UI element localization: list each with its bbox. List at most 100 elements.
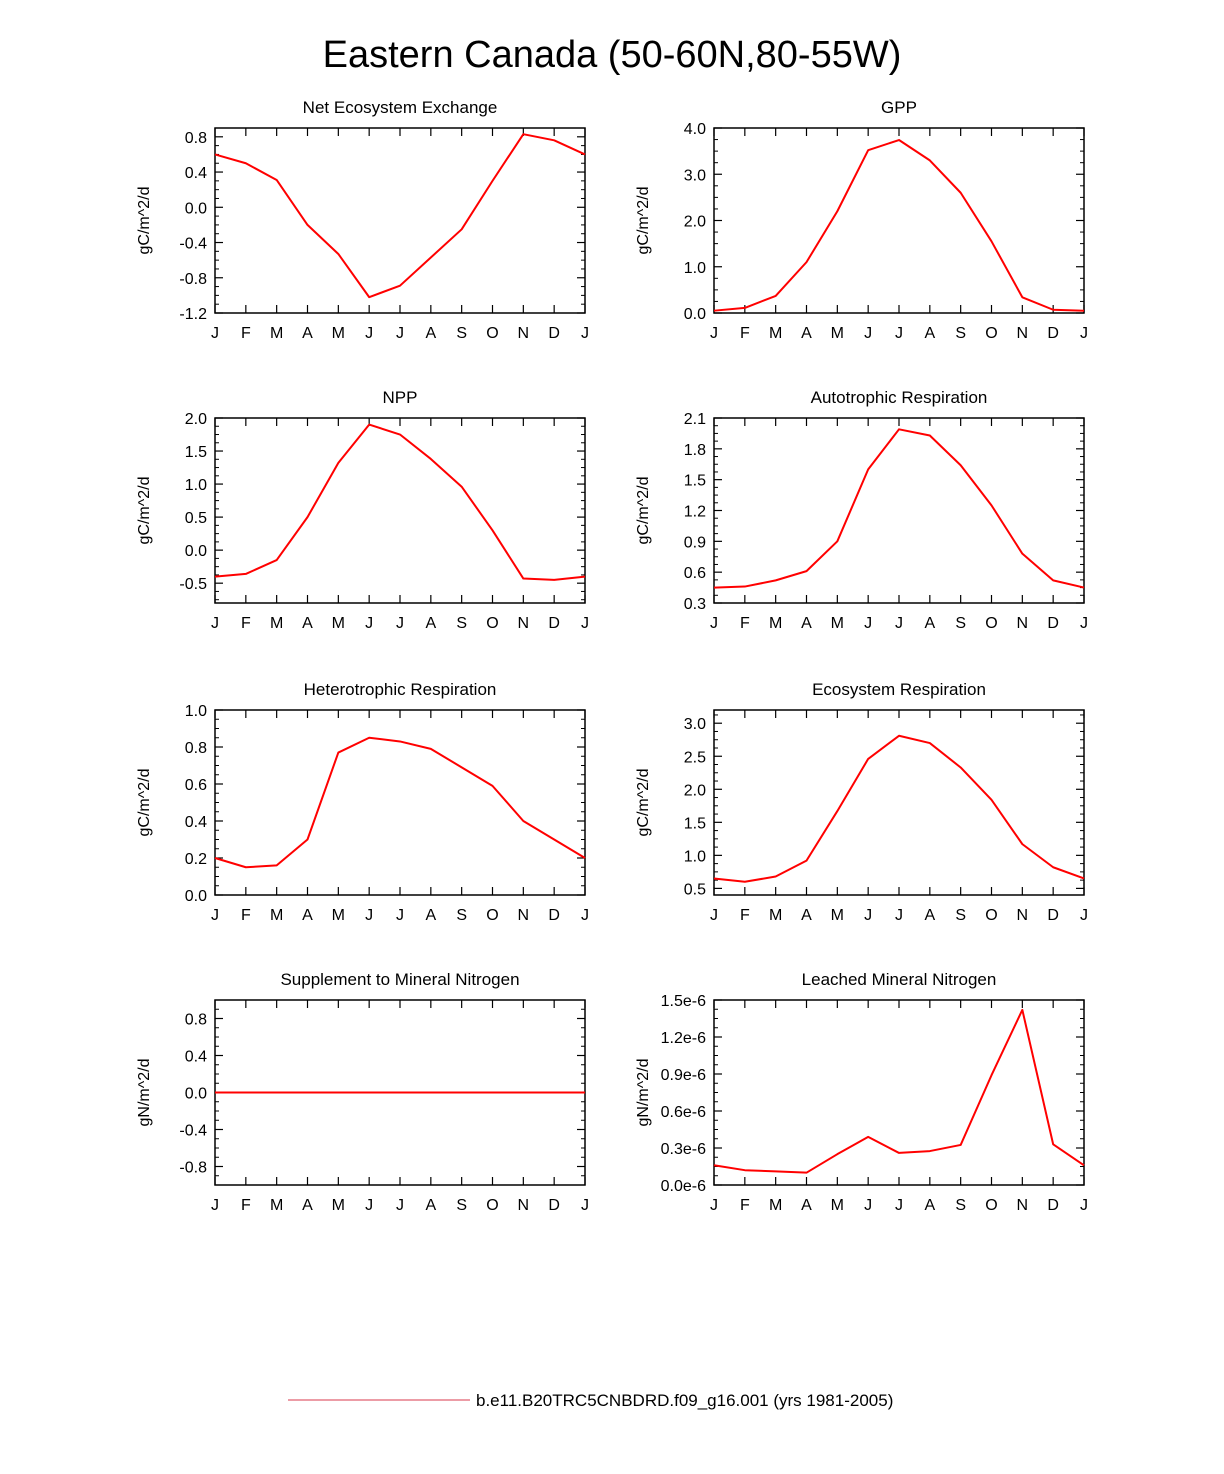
plot-frame [214,417,586,604]
x-tick-label: A [425,1197,436,1214]
x-tick-label: D [1047,325,1059,342]
y-axis-label: gC/m^2/d [635,769,652,837]
x-tick-label: A [924,1197,935,1214]
x-tick-label: D [548,1197,560,1214]
x-tick-label: M [831,615,844,632]
x-tick-label: F [740,907,750,924]
y-tick-label: 0.4 [185,814,207,831]
plot-frame [713,999,1085,1186]
x-tick-label: M [831,325,844,342]
x-tick-label: D [1047,907,1059,924]
y-tick-label: 0.3 [684,596,706,613]
x-tick-label: N [518,615,530,632]
y-tick-label: -0.8 [179,271,207,288]
x-tick-label: M [831,1197,844,1214]
y-tick-label: -0.4 [179,236,207,253]
x-tick-label: J [365,1197,373,1214]
x-tick-label: J [396,615,404,632]
x-tick-label: D [548,907,560,924]
y-axis-label: gC/m^2/d [136,187,153,255]
x-tick-label: J [1080,615,1088,632]
y-tick-label: 0.8 [185,740,207,757]
x-tick-label: A [801,1197,812,1214]
plot-frame [713,127,1085,314]
x-tick-label: O [985,325,997,342]
y-tick-label: 0.9 [684,534,706,551]
x-tick-label: J [1080,907,1088,924]
x-tick-label: F [241,615,251,632]
y-tick-label: 0.0 [185,1086,207,1103]
x-tick-label: A [801,907,812,924]
y-tick-label: 2.0 [684,782,706,799]
x-tick-label: J [211,907,219,924]
panel-title: Supplement to Mineral Nitrogen [280,970,519,989]
panel-7: Supplement to Mineral Nitrogen J F M A M J J A S O… [136,970,589,1214]
x-tick-label: O [486,907,498,924]
y-tick-label: 0.8 [185,130,207,147]
x-tick-label: J [396,907,404,924]
x-tick-label: J [1080,325,1088,342]
x-tick-label: S [955,1197,966,1214]
x-tick-label: D [548,325,560,342]
panel-3: NPP J F M A M J J A S O N D J -0.5 0.0 0.5 1.0 1.5 2.0 gC/m^… [136,388,589,632]
x-tick-label: O [486,615,498,632]
x-tick-label: M [332,615,345,632]
y-tick-label: 1.0 [185,703,207,720]
x-tick-label: J [710,325,718,342]
y-tick-label: 0.9e-6 [661,1067,706,1084]
series-line [214,133,586,299]
x-tick-label: J [1080,1197,1088,1214]
x-tick-label: A [302,325,313,342]
plot-frame [713,417,1085,604]
y-axis-label: gC/m^2/d [136,477,153,545]
panel-title: Net Ecosystem Exchange [303,98,498,117]
x-tick-label: M [769,907,782,924]
y-tick-label: 0.2 [185,851,207,868]
series-line [214,423,586,581]
x-tick-label: N [1017,907,1029,924]
x-tick-label: M [270,907,283,924]
x-tick-label: A [302,1197,313,1214]
series-line [713,1008,1085,1174]
x-tick-label: J [581,615,589,632]
y-tick-label: 1.5e-6 [661,993,706,1010]
x-tick-label: M [270,325,283,342]
y-tick-label: -0.8 [179,1160,207,1177]
x-tick-label: A [425,615,436,632]
series-line [713,734,1085,883]
x-tick-label: J [211,325,219,342]
x-tick-label: J [581,1197,589,1214]
y-tick-label: 1.8 [684,442,706,459]
x-tick-label: S [955,325,966,342]
x-tick-label: A [801,325,812,342]
y-tick-label: 0.0 [185,888,207,905]
x-tick-label: J [365,907,373,924]
x-tick-label: J [864,1197,872,1214]
x-tick-label: M [332,1197,345,1214]
x-tick-label: O [486,1197,498,1214]
x-tick-label: M [332,907,345,924]
x-tick-label: O [985,615,997,632]
y-tick-label: 3.0 [684,167,706,184]
y-tick-label: 0.0 [684,306,706,323]
x-tick-label: N [1017,615,1029,632]
x-tick-label: N [518,325,530,342]
y-tick-label: 0.0e-6 [661,1178,706,1195]
x-tick-label: N [518,907,530,924]
panel-title: Heterotrophic Respiration [304,680,497,699]
x-tick-label: N [1017,325,1029,342]
y-tick-label: 0.4 [185,1049,207,1066]
x-tick-label: F [241,907,251,924]
x-tick-label: J [710,907,718,924]
plot-frame [214,709,586,896]
x-tick-label: S [456,325,467,342]
x-tick-label: J [396,325,404,342]
y-tick-label: 1.2 [684,504,706,521]
x-tick-label: S [456,1197,467,1214]
y-axis-label: gC/m^2/d [635,187,652,255]
y-tick-label: 2.5 [684,749,706,766]
